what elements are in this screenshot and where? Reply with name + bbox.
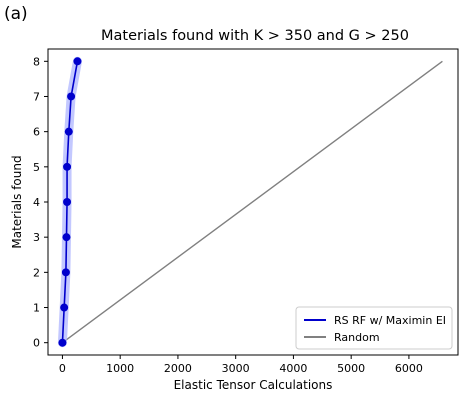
x-tick-label: 5000 [337, 362, 365, 375]
y-tick-label: 2 [33, 266, 40, 279]
panel-label: (a) [4, 4, 28, 24]
legend-label: RS RF w/ Maximin EI [334, 314, 446, 327]
data-point [63, 162, 72, 171]
x-axis: 0 1000 2000 3000 4000 5000 6000 [59, 355, 423, 375]
data-point [58, 338, 67, 347]
x-tick-label: 4000 [279, 362, 307, 375]
legend-label: Random [334, 331, 380, 344]
y-tick-label: 5 [33, 161, 40, 174]
y-tick-label: 1 [33, 302, 40, 315]
legend-box [295, 306, 453, 350]
x-axis-label: Elastic Tensor Calculations [174, 378, 333, 392]
chart-title: Materials found with K > 350 and G > 250 [101, 28, 409, 44]
legend: RS RF w/ Maximin EI Random [295, 306, 453, 350]
y-axis: 0 1 2 3 4 5 6 7 8 [33, 55, 48, 350]
data-point [61, 268, 70, 277]
y-tick-label: 0 [33, 337, 40, 350]
data-point [63, 198, 72, 206]
x-tick-label: 2000 [164, 362, 192, 375]
series-line-random [62, 60, 443, 344]
x-tick-label: 6000 [395, 362, 423, 375]
data-point [60, 303, 69, 312]
data-point [62, 233, 71, 242]
x-tick-label: 1000 [106, 362, 134, 375]
y-axis-label: Materials found [10, 155, 24, 248]
y-tick-label: 8 [33, 55, 40, 68]
data-point [64, 127, 73, 136]
x-tick-label: 0 [59, 362, 66, 375]
y-tick-label: 4 [33, 196, 40, 209]
data-point [73, 57, 82, 66]
data-point [67, 92, 76, 101]
y-tick-label: 3 [33, 231, 40, 244]
y-tick-label: 6 [33, 126, 40, 139]
y-tick-label: 7 [33, 90, 40, 103]
x-tick-label: 3000 [222, 362, 250, 375]
